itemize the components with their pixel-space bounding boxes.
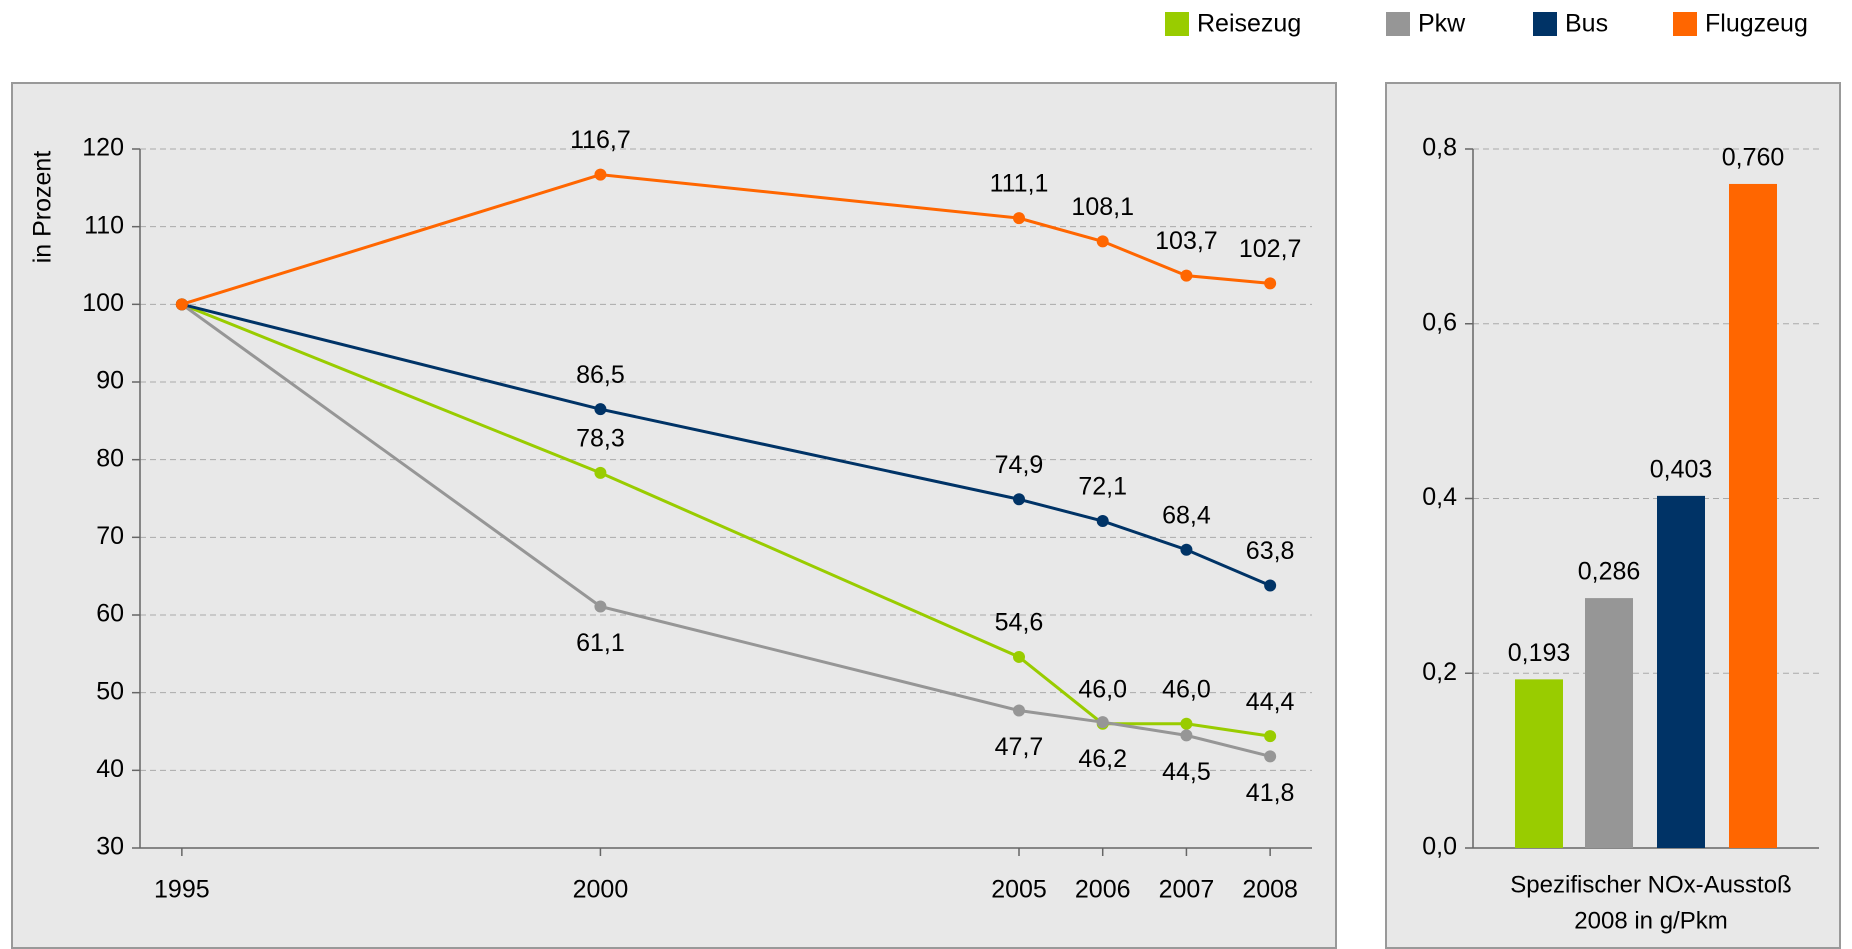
data-point bbox=[1180, 729, 1193, 742]
series-line bbox=[180, 303, 1271, 758]
data-label: 44,4 bbox=[1246, 688, 1295, 716]
y-tick-label: 0,6 bbox=[1422, 308, 1457, 336]
bar bbox=[1657, 495, 1705, 848]
data-point bbox=[594, 403, 607, 416]
y-tick-label: 110 bbox=[84, 211, 124, 239]
y-tick-label: 0,0 bbox=[1422, 833, 1457, 861]
data-label: 63,8 bbox=[1246, 537, 1295, 565]
data-label: 108,1 bbox=[1071, 193, 1134, 221]
data-point bbox=[1264, 579, 1277, 592]
data-point bbox=[1180, 717, 1193, 730]
data-label: 46,2 bbox=[1078, 745, 1127, 773]
data-point bbox=[1096, 235, 1109, 248]
data-label: 103,7 bbox=[1155, 227, 1218, 255]
y-tick-label: 80 bbox=[96, 444, 124, 472]
y-tick-label: 0,4 bbox=[1422, 483, 1457, 511]
data-label: 78,3 bbox=[576, 424, 625, 452]
y-tick-label: 30 bbox=[96, 833, 124, 861]
data-label: 0,403 bbox=[1650, 455, 1713, 483]
x-tick-label: 2007 bbox=[1159, 876, 1215, 904]
data-label: 46,0 bbox=[1162, 675, 1211, 703]
series-line bbox=[181, 302, 1271, 738]
data-point bbox=[1180, 543, 1193, 556]
x-tick-label: 2000 bbox=[573, 876, 629, 904]
data-point bbox=[1013, 212, 1025, 225]
data-label: 61,1 bbox=[576, 629, 625, 657]
bar bbox=[1729, 183, 1777, 848]
x-tick-label: 1995 bbox=[154, 876, 210, 904]
data-label: 0,286 bbox=[1578, 558, 1641, 586]
data-point bbox=[1264, 750, 1277, 763]
data-point bbox=[594, 168, 607, 181]
data-label: 46,0 bbox=[1078, 675, 1127, 703]
y-tick-label: 40 bbox=[96, 755, 124, 783]
data-label: 0,760 bbox=[1722, 144, 1785, 172]
data-point bbox=[1264, 277, 1277, 290]
data-point bbox=[1013, 650, 1025, 663]
data-label: 116,7 bbox=[570, 126, 631, 154]
data-label: 68,4 bbox=[1162, 501, 1211, 529]
y-tick-label: 70 bbox=[96, 522, 124, 550]
y-tick-label: 50 bbox=[96, 677, 124, 705]
legend-label: Bus bbox=[1565, 10, 1608, 38]
data-point bbox=[1013, 493, 1025, 506]
data-point bbox=[594, 600, 607, 613]
legend-label: Pkw bbox=[1418, 10, 1466, 38]
data-point bbox=[1096, 716, 1109, 729]
legend-swatch bbox=[1386, 12, 1410, 36]
series-line bbox=[181, 173, 1271, 306]
x-tick-label: 2005 bbox=[991, 876, 1047, 904]
legend-label: Reisezug bbox=[1197, 10, 1301, 38]
data-point bbox=[175, 298, 188, 311]
data-label: 102,7 bbox=[1239, 235, 1302, 263]
bar bbox=[1585, 598, 1633, 848]
y-axis-label: in Prozent bbox=[29, 151, 57, 264]
bar bbox=[1515, 679, 1563, 848]
data-point bbox=[1264, 730, 1277, 743]
x-axis-label: 2008 in g/Pkm bbox=[1574, 907, 1727, 934]
data-label: 47,7 bbox=[995, 733, 1044, 761]
data-label: 111,1 bbox=[990, 170, 1049, 198]
series-line bbox=[181, 302, 1271, 587]
y-tick-label: 0,2 bbox=[1422, 658, 1457, 686]
data-label: 86,5 bbox=[576, 361, 625, 389]
panel bbox=[11, 82, 1337, 949]
legend-swatch bbox=[1165, 12, 1189, 36]
x-tick-label: 2006 bbox=[1075, 876, 1131, 904]
y-tick-label: 120 bbox=[82, 134, 124, 162]
y-tick-label: 100 bbox=[82, 289, 124, 317]
data-label: 41,8 bbox=[1246, 779, 1295, 807]
data-label: 54,6 bbox=[995, 609, 1044, 637]
data-label: 0,193 bbox=[1508, 639, 1571, 667]
x-axis-label: Spezifischer NOx-Ausstoß bbox=[1510, 871, 1791, 898]
data-label: 74,9 bbox=[995, 451, 1044, 479]
legend-swatch bbox=[1673, 12, 1697, 36]
data-point bbox=[594, 466, 607, 479]
data-point bbox=[1096, 515, 1109, 528]
data-point bbox=[1013, 704, 1025, 717]
data-point bbox=[1180, 269, 1193, 282]
x-tick-label: 2008 bbox=[1242, 876, 1298, 904]
y-tick-label: 60 bbox=[96, 600, 124, 628]
data-label: 44,5 bbox=[1162, 758, 1211, 786]
legend-swatch bbox=[1533, 12, 1557, 36]
y-tick-label: 0,8 bbox=[1422, 134, 1457, 162]
data-label: 72,1 bbox=[1078, 473, 1127, 501]
legend-label: Flugzeug bbox=[1705, 10, 1808, 38]
y-tick-label: 90 bbox=[96, 367, 124, 395]
